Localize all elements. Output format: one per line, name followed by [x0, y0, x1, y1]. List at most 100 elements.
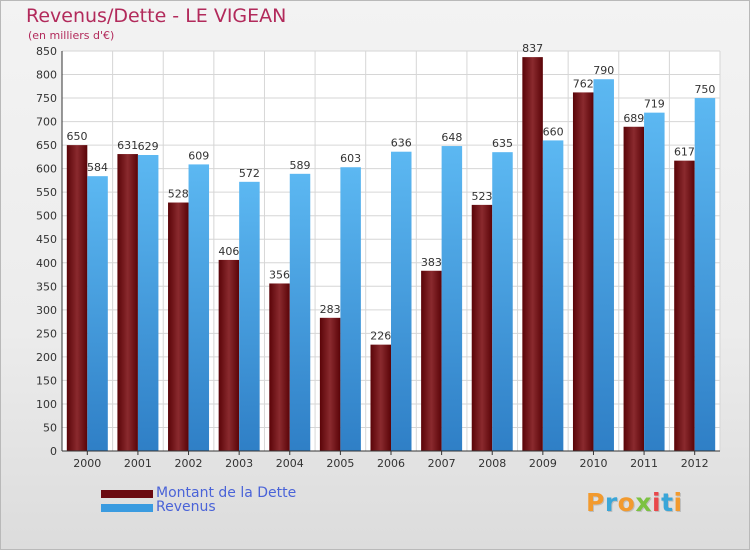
data-label-debt: 617: [674, 146, 695, 159]
bar-debt: [218, 259, 240, 451]
x-tick-label: 2006: [377, 457, 405, 470]
data-label-revenue: 603: [340, 152, 361, 165]
bars-layer: [66, 57, 716, 452]
bar-revenue: [239, 181, 260, 451]
data-label-debt: 528: [168, 188, 189, 201]
data-label-revenue: 635: [492, 137, 513, 150]
data-label-revenue: 719: [644, 98, 665, 111]
y-tick-label: 450: [36, 233, 57, 246]
bar-revenue: [391, 151, 412, 452]
data-label-revenue: 629: [138, 140, 159, 153]
data-label-debt: 523: [471, 190, 492, 203]
data-label-revenue: 572: [239, 167, 260, 180]
x-tick-label: 2002: [175, 457, 203, 470]
logo-letter: i: [652, 488, 662, 517]
data-label-revenue: 609: [188, 149, 209, 162]
y-tick-label: 0: [50, 445, 57, 458]
data-label-debt: 383: [421, 256, 442, 269]
bar-debt: [471, 204, 493, 451]
y-tick-label: 250: [36, 327, 57, 340]
x-tick-label: 2010: [579, 457, 607, 470]
x-tick-label: 2004: [276, 457, 304, 470]
bar-revenue: [87, 176, 108, 452]
bar-revenue: [694, 98, 716, 451]
data-label-debt: 837: [522, 42, 543, 55]
data-label-revenue: 750: [694, 83, 715, 96]
bar-debt: [623, 126, 645, 451]
y-tick-label: 600: [36, 163, 57, 176]
x-tick-label: 2011: [630, 457, 658, 470]
data-label-debt: 762: [573, 77, 594, 90]
bar-revenue: [289, 173, 311, 451]
data-label-debt: 356: [269, 268, 290, 281]
x-tick-label: 2000: [73, 457, 101, 470]
bar-revenue: [188, 164, 210, 452]
bar-debt: [117, 154, 138, 451]
bar-debt: [522, 57, 543, 451]
data-label-revenue: 589: [290, 159, 311, 172]
data-label-revenue: 648: [441, 131, 462, 144]
bar-revenue: [542, 140, 564, 452]
data-label-debt: 631: [117, 139, 138, 152]
bar-revenue: [137, 155, 159, 451]
x-tick-label: 2001: [124, 457, 152, 470]
y-tick-label: 400: [36, 257, 57, 270]
y-tick-label: 50: [43, 421, 57, 434]
data-label-debt: 226: [370, 330, 391, 343]
y-tick-label: 650: [36, 139, 57, 152]
bar-revenue: [340, 167, 361, 451]
legend-label-revenue: Revenus: [156, 499, 216, 515]
x-tick-label: 2012: [681, 457, 709, 470]
y-tick-label: 350: [36, 280, 57, 293]
data-label-revenue: 584: [87, 161, 108, 174]
y-tick-label: 800: [36, 69, 57, 82]
bar-debt: [421, 270, 442, 451]
bar-revenue: [492, 152, 513, 452]
y-tick-label: 200: [36, 351, 57, 364]
bar-debt: [572, 92, 594, 451]
axis-layer: 0 50 100 150 200 250 300 350 400 450 500 550 600 650 7…: [36, 45, 720, 470]
y-tick-label: 150: [36, 374, 57, 387]
legend-label-debt: Montant de la Dette: [156, 485, 297, 501]
x-tick-label: 2008: [478, 457, 506, 470]
logo-letter: P: [586, 488, 605, 517]
data-label-debt: 283: [320, 303, 341, 316]
logo-letter: x: [635, 488, 652, 517]
logo-letter: r: [604, 488, 618, 517]
y-tick-label: 100: [36, 398, 57, 411]
chart-title: Revenus/Dette - LE VIGEAN: [26, 5, 287, 27]
y-tick-label: 850: [36, 45, 57, 58]
bar-debt: [319, 317, 341, 451]
chart-subtitle: (en milliers d'€): [28, 29, 115, 42]
bar-debt: [674, 160, 695, 451]
legend-swatch-revenue: [101, 504, 153, 512]
bar-debt: [370, 344, 391, 451]
bar-debt: [66, 145, 88, 451]
logo-letter: i: [673, 488, 683, 517]
logo-letter: t: [661, 488, 674, 517]
x-tick-label: 2009: [529, 457, 557, 470]
legend-swatch-debt: [101, 490, 153, 498]
logo-letter: o: [617, 488, 636, 517]
data-label-debt: 689: [623, 112, 644, 125]
proxiti-logo: Proxiti: [586, 488, 683, 517]
y-tick-label: 750: [36, 92, 57, 105]
y-tick-label: 300: [36, 304, 57, 317]
bar-revenue: [644, 112, 665, 451]
data-label-debt: 650: [67, 130, 88, 143]
x-tick-label: 2005: [326, 457, 354, 470]
bar-revenue: [441, 146, 463, 451]
data-label-revenue: 636: [391, 137, 412, 150]
y-tick-label: 500: [36, 210, 57, 223]
y-tick-label: 700: [36, 116, 57, 129]
data-label-revenue: 660: [543, 125, 564, 138]
x-tick-label: 2003: [225, 457, 253, 470]
bar-debt: [168, 202, 189, 451]
y-tick-label: 550: [36, 186, 57, 199]
data-label-debt: 406: [218, 245, 239, 258]
data-label-revenue: 790: [593, 64, 614, 77]
bar-revenue: [593, 79, 614, 451]
labels-layer: 650 584 631 629 528 609 406 572 356 589 283 603 226 6…: [67, 42, 716, 343]
bar-debt: [269, 283, 290, 451]
